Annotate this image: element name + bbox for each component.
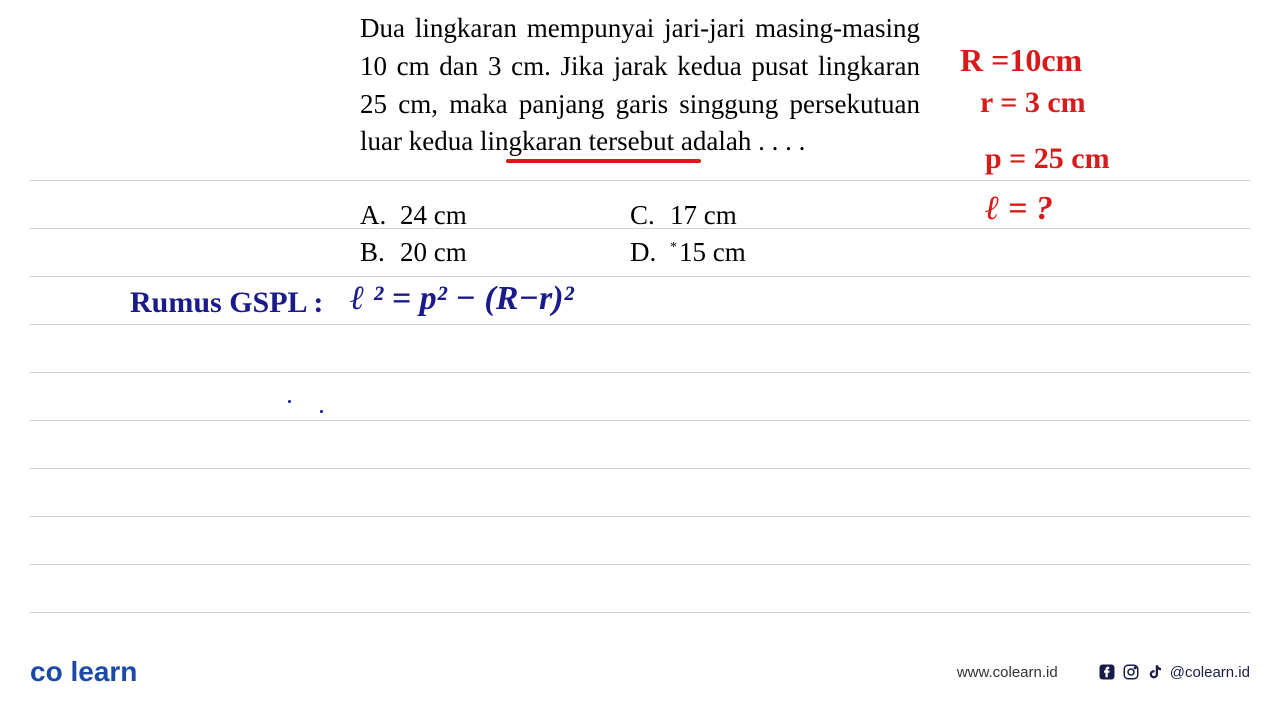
facebook-icon <box>1098 663 1116 681</box>
brand-logo: co learn <box>30 656 137 688</box>
option-a: A.24 cm <box>360 200 630 231</box>
formula-label: Rumus GSPL : <box>130 286 323 320</box>
social-icons: @colearn.id <box>1098 663 1250 681</box>
annotation-r: r = 3 cm <box>980 86 1086 120</box>
footer: co learn www.colearn.id @colearn.id <box>0 652 1280 692</box>
stray-dot-2 <box>320 410 323 413</box>
answer-options: A.24 cm C.17 cm B.20 cm D.*15 cm <box>360 200 920 274</box>
annotation-p: p = 25 cm <box>985 142 1110 176</box>
option-d-text: 15 cm <box>679 237 746 267</box>
red-underline <box>506 159 701 163</box>
instagram-icon <box>1122 663 1140 681</box>
logo-part1: co <box>30 656 63 687</box>
option-d-marker: * <box>670 240 677 255</box>
option-a-text: 24 cm <box>400 200 467 230</box>
option-d: D.*15 cm <box>630 237 900 268</box>
question-text: Dua lingkaran mempunyai jari-jari masing… <box>360 10 920 161</box>
tiktok-icon <box>1146 663 1164 681</box>
site-url: www.colearn.id <box>957 664 1058 681</box>
social-handle: @colearn.id <box>1170 664 1250 681</box>
annotation-l: ℓ = ? <box>985 190 1053 228</box>
option-c: C.17 cm <box>630 200 900 231</box>
logo-part2: learn <box>70 656 137 687</box>
stray-dot-1 <box>288 400 291 403</box>
annotation-R: R =10cm <box>960 42 1082 79</box>
option-c-text: 17 cm <box>670 200 737 230</box>
option-b: B.20 cm <box>360 237 630 268</box>
option-b-text: 20 cm <box>400 237 467 267</box>
formula-expression: ℓ ² = p² − (R−r)² <box>350 280 574 318</box>
